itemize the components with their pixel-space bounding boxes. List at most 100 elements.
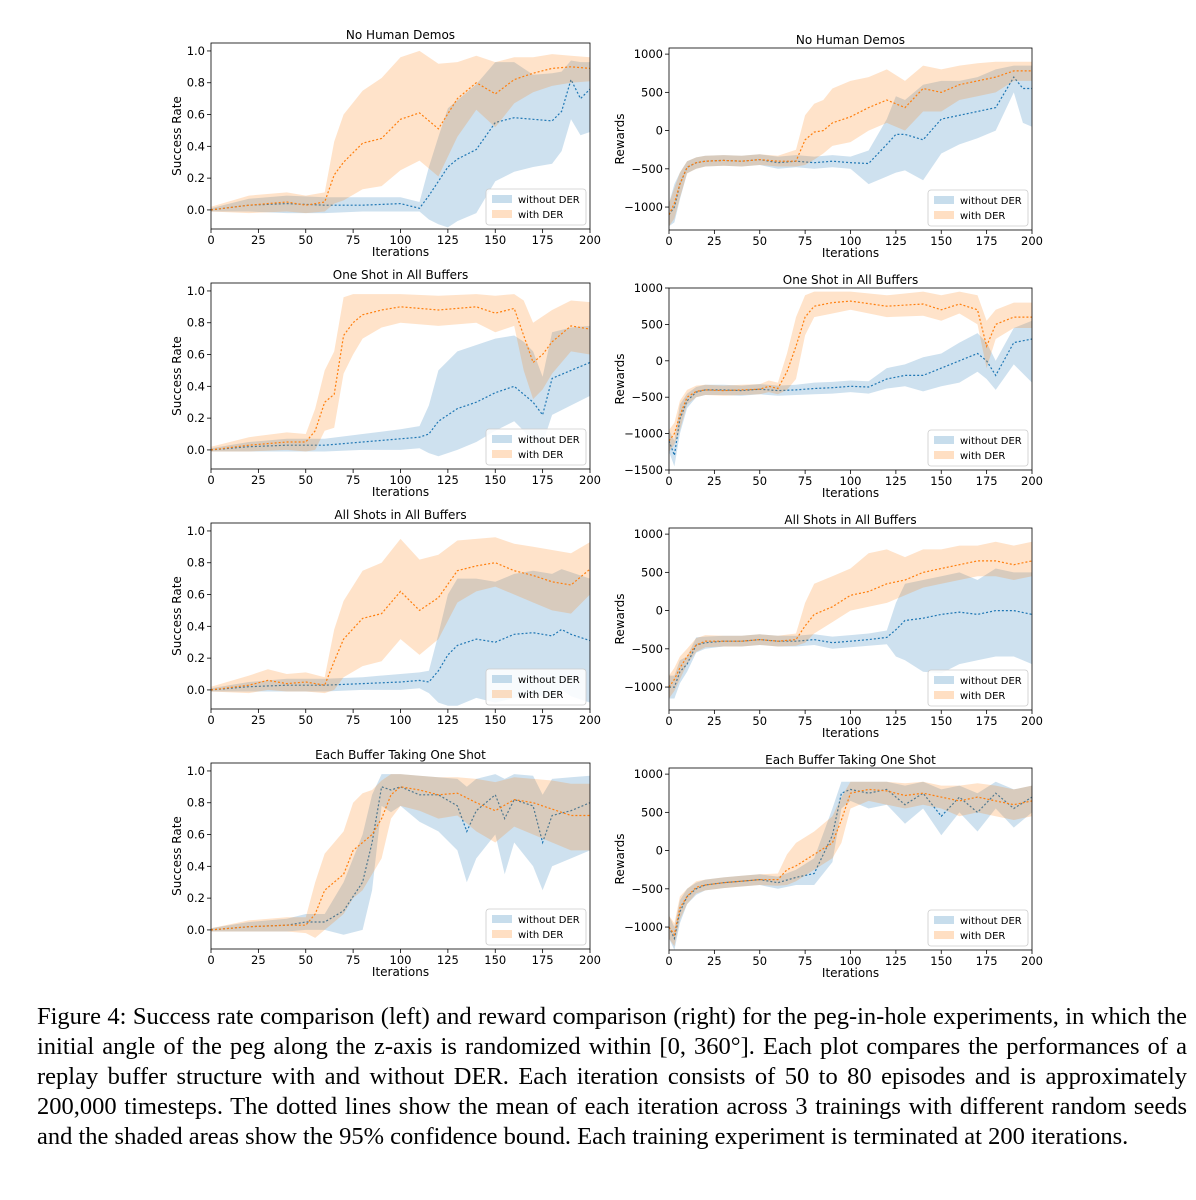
series-with-der: [211, 774, 590, 938]
x-tick-label: 25: [251, 233, 266, 247]
y-tick-label: −500: [631, 642, 663, 656]
series-with-der: [669, 541, 1032, 699]
panel-3: One Shot in All Buffers 0 25 50 75 100 125 150 1…: [170, 268, 601, 499]
y-axis-label: Success Rate: [170, 576, 184, 656]
x-tick-label: 100: [390, 473, 412, 487]
mean-line: [211, 361, 590, 451]
series-without-der: [669, 320, 1032, 467]
confidence-band: [211, 774, 590, 938]
x-axis-label: Iterations: [372, 245, 429, 259]
legend-swatch-without-der: [934, 196, 954, 204]
x-tick-label: 0: [665, 234, 672, 248]
x-tick-label: 200: [579, 233, 601, 247]
y-axis-label: Rewards: [613, 114, 627, 165]
y-tick-label: 1.0: [187, 44, 205, 58]
panel-title: No Human Demos: [796, 33, 905, 47]
series-without-der: [669, 781, 1032, 950]
legend-label-with-der: with DER: [518, 690, 563, 701]
y-tick-label: −500: [631, 162, 663, 176]
panel-1: No Human Demos 0 25 50 75 100 125 150 175 200 0.0 0…: [170, 28, 601, 259]
x-tick-label: 75: [798, 954, 813, 968]
x-tick-label: 50: [298, 713, 313, 727]
x-tick-label: 150: [930, 234, 952, 248]
x-tick-label: 200: [1021, 714, 1043, 728]
y-tick-label: −500: [631, 882, 663, 896]
legend: without DER with DER: [485, 188, 587, 226]
panel-title: Each Buffer Taking One Shot: [315, 748, 486, 762]
series-with-der: [669, 781, 1032, 947]
confidence-band: [669, 568, 1032, 699]
x-tick-label: 50: [298, 953, 313, 967]
legend-swatch-with-der: [934, 451, 954, 459]
y-tick-label: 1.0: [187, 524, 205, 538]
x-tick-label: 0: [665, 714, 672, 728]
x-tick-label: 200: [579, 713, 601, 727]
y-axis-label: Rewards: [613, 594, 627, 645]
mean-line: [211, 562, 590, 691]
x-tick-label: 75: [798, 234, 813, 248]
y-tick-label: 500: [641, 317, 663, 331]
x-tick-label: 50: [752, 234, 767, 248]
legend-label-without-der: without DER: [960, 916, 1022, 927]
series-with-der: [211, 50, 590, 214]
x-tick-label: 100: [390, 713, 412, 727]
panel-title: All Shots in All Buffers: [784, 513, 916, 527]
legend-label-without-der: without DER: [518, 675, 580, 686]
legend-swatch-with-der: [492, 210, 512, 218]
legend: without DER with DER: [485, 668, 587, 706]
legend-swatch-with-der: [492, 930, 512, 938]
legend-label-with-der: with DER: [960, 211, 1005, 222]
x-tick-label: 200: [579, 953, 601, 967]
mean-line: [669, 560, 1032, 688]
legend: without DER with DER: [927, 909, 1029, 947]
legend-label-with-der: with DER: [518, 450, 563, 461]
x-tick-label: 50: [298, 473, 313, 487]
legend-swatch-without-der: [492, 915, 512, 923]
x-tick-label: 75: [798, 474, 813, 488]
y-tick-label: 0.0: [187, 203, 205, 217]
legend-label-without-der: without DER: [518, 915, 580, 926]
series-without-der: [211, 325, 590, 457]
x-tick-label: 25: [707, 234, 722, 248]
y-tick-label: 0: [656, 844, 663, 858]
y-tick-label: 0.0: [187, 923, 205, 937]
figure-4: No Human Demos 0 25 50 75 100 125 150 175 200 0.0 0…: [170, 28, 1043, 980]
x-tick-label: 200: [1021, 234, 1043, 248]
mean-line: [669, 70, 1032, 215]
x-tick-label: 50: [298, 233, 313, 247]
x-tick-label: 25: [251, 713, 266, 727]
y-tick-label: 0: [656, 354, 663, 368]
legend-label-with-der: with DER: [518, 930, 563, 941]
confidence-band: [211, 50, 590, 214]
y-tick-label: 0.4: [187, 859, 205, 873]
x-tick-label: 150: [484, 233, 506, 247]
legend-swatch-with-der: [934, 931, 954, 939]
confidence-band: [211, 537, 590, 694]
x-tick-label: 0: [207, 713, 214, 727]
y-tick-label: 0.4: [187, 139, 205, 153]
y-tick-label: 0.8: [187, 316, 205, 330]
x-tick-label: 75: [346, 713, 361, 727]
y-tick-label: 0: [656, 604, 663, 618]
confidence-band: [669, 781, 1032, 947]
y-axis-label: Rewards: [613, 354, 627, 405]
legend-box: [927, 909, 1029, 947]
x-tick-label: 175: [976, 954, 998, 968]
legend-box: [927, 429, 1029, 467]
y-tick-label: −1500: [624, 463, 663, 477]
x-tick-label: 175: [976, 234, 998, 248]
y-tick-label: 1000: [634, 47, 663, 61]
mean-line: [669, 338, 1032, 458]
legend-label-without-der: without DER: [518, 195, 580, 206]
x-tick-label: 100: [390, 233, 412, 247]
y-tick-label: 500: [641, 565, 663, 579]
confidence-band: [669, 320, 1032, 467]
x-tick-label: 75: [346, 473, 361, 487]
legend-label-with-der: with DER: [960, 451, 1005, 462]
y-tick-label: −1000: [624, 920, 663, 934]
x-tick-label: 150: [930, 714, 952, 728]
legend-swatch-without-der: [492, 195, 512, 203]
legend-box: [485, 188, 587, 226]
legend: without DER with DER: [485, 428, 587, 466]
y-tick-label: 0.2: [187, 651, 205, 665]
